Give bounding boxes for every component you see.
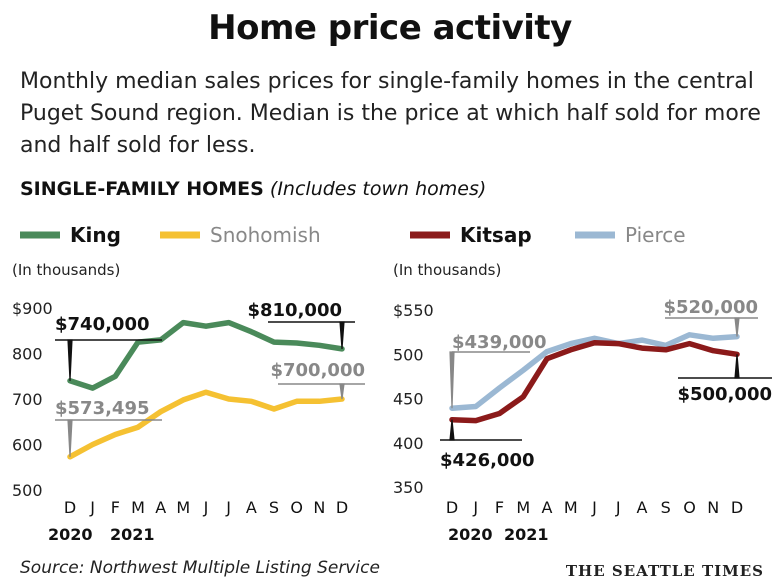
callout-pointer: [67, 339, 73, 381]
callout-pointer: [339, 321, 345, 349]
x-tick-label: D: [64, 498, 76, 517]
x-tick-label: J: [615, 498, 621, 517]
callout-pointer: [734, 317, 740, 337]
chart-subtitle: Monthly median sales prices for single-f…: [20, 69, 761, 158]
x-tick-label: J: [591, 498, 597, 517]
y-tick-label: 450: [393, 390, 424, 409]
year-label: 2021: [504, 525, 549, 544]
section-heading: SINGLE-FAMILY HOMES (Includes town homes…: [20, 178, 486, 200]
legend-label-king: King: [70, 223, 121, 247]
callout-label-king-first: $740,000: [55, 314, 150, 335]
series-line-king: [67, 319, 345, 391]
callout-label-kitsap-last: $500,000: [677, 384, 772, 405]
x-tick-label: D: [731, 498, 743, 517]
legend-label-snohomish: Snohomish: [210, 223, 321, 247]
x-tick-label: M: [564, 498, 578, 517]
callout-pointer: [67, 419, 73, 457]
series-line-pierce: [449, 332, 740, 411]
year-label: 2020: [48, 525, 93, 544]
x-tick-label: O: [683, 498, 696, 517]
y-tick-label: $900: [12, 299, 53, 318]
x-tick-label: S: [269, 498, 279, 517]
x-tick-label: A: [542, 498, 553, 517]
x-tick-label: J: [225, 498, 231, 517]
y-tick-label: 600: [12, 436, 43, 455]
section-heading-italic: (Includes town homes): [269, 178, 487, 200]
y-tick-label: 800: [12, 345, 43, 364]
x-tick-label: N: [707, 498, 719, 517]
unit-label: (In thousands): [12, 261, 120, 279]
chart-title: Home price activity: [208, 8, 572, 48]
legend-label-kitsap: Kitsap: [460, 223, 532, 247]
callout-pointer: [734, 354, 740, 379]
y-tick-label: 400: [393, 434, 424, 453]
x-tick-label: A: [246, 498, 257, 517]
x-tick-label: M: [131, 498, 145, 517]
x-tick-label: D: [446, 498, 458, 517]
x-tick-label: M: [516, 498, 530, 517]
legend-label-pierce: Pierce: [625, 223, 686, 247]
y-tick-label: 500: [12, 481, 43, 500]
callout-pointer: [339, 383, 345, 400]
callout-label-kitsap-first: $426,000: [440, 450, 535, 471]
x-tick-label: J: [472, 498, 478, 517]
source-note: Source: Northwest Multiple Listing Servi…: [20, 558, 380, 578]
x-tick-label: O: [290, 498, 303, 517]
x-tick-label: N: [313, 498, 325, 517]
x-tick-label: D: [336, 498, 348, 517]
series-line-snohomish: [67, 389, 345, 460]
callout-label-pierce-last: $520,000: [663, 297, 758, 318]
callout-pointer: [449, 419, 455, 441]
x-tick-label: A: [637, 498, 648, 517]
y-tick-label: 500: [393, 345, 424, 364]
year-label: 2021: [110, 525, 155, 544]
callout-label-pierce-first: $439,000: [452, 332, 547, 353]
callout-label-king-last: $810,000: [247, 300, 342, 321]
year-label: 2020: [448, 525, 493, 544]
x-tick-label: F: [495, 498, 504, 517]
callout-label-snohomish-first: $573,495: [55, 398, 150, 419]
x-tick-label: A: [155, 498, 166, 517]
x-tick-label: M: [176, 498, 190, 517]
y-tick-label: 350: [393, 478, 424, 497]
x-tick-label: J: [203, 498, 209, 517]
y-tick-label: 700: [12, 390, 43, 409]
callout-pointer: [449, 351, 455, 409]
x-tick-label: S: [661, 498, 671, 517]
x-tick-label: J: [89, 498, 95, 517]
x-tick-label: F: [111, 498, 120, 517]
callout-label-snohomish-last: $700,000: [270, 360, 365, 381]
unit-label: (In thousands): [393, 261, 501, 279]
y-tick-label: $550: [393, 301, 434, 320]
series-line-kitsap: [449, 339, 740, 424]
brand-logo: THE SEATTLE TIMES: [565, 562, 764, 580]
section-heading-bold: SINGLE-FAMILY HOMES: [20, 178, 264, 200]
